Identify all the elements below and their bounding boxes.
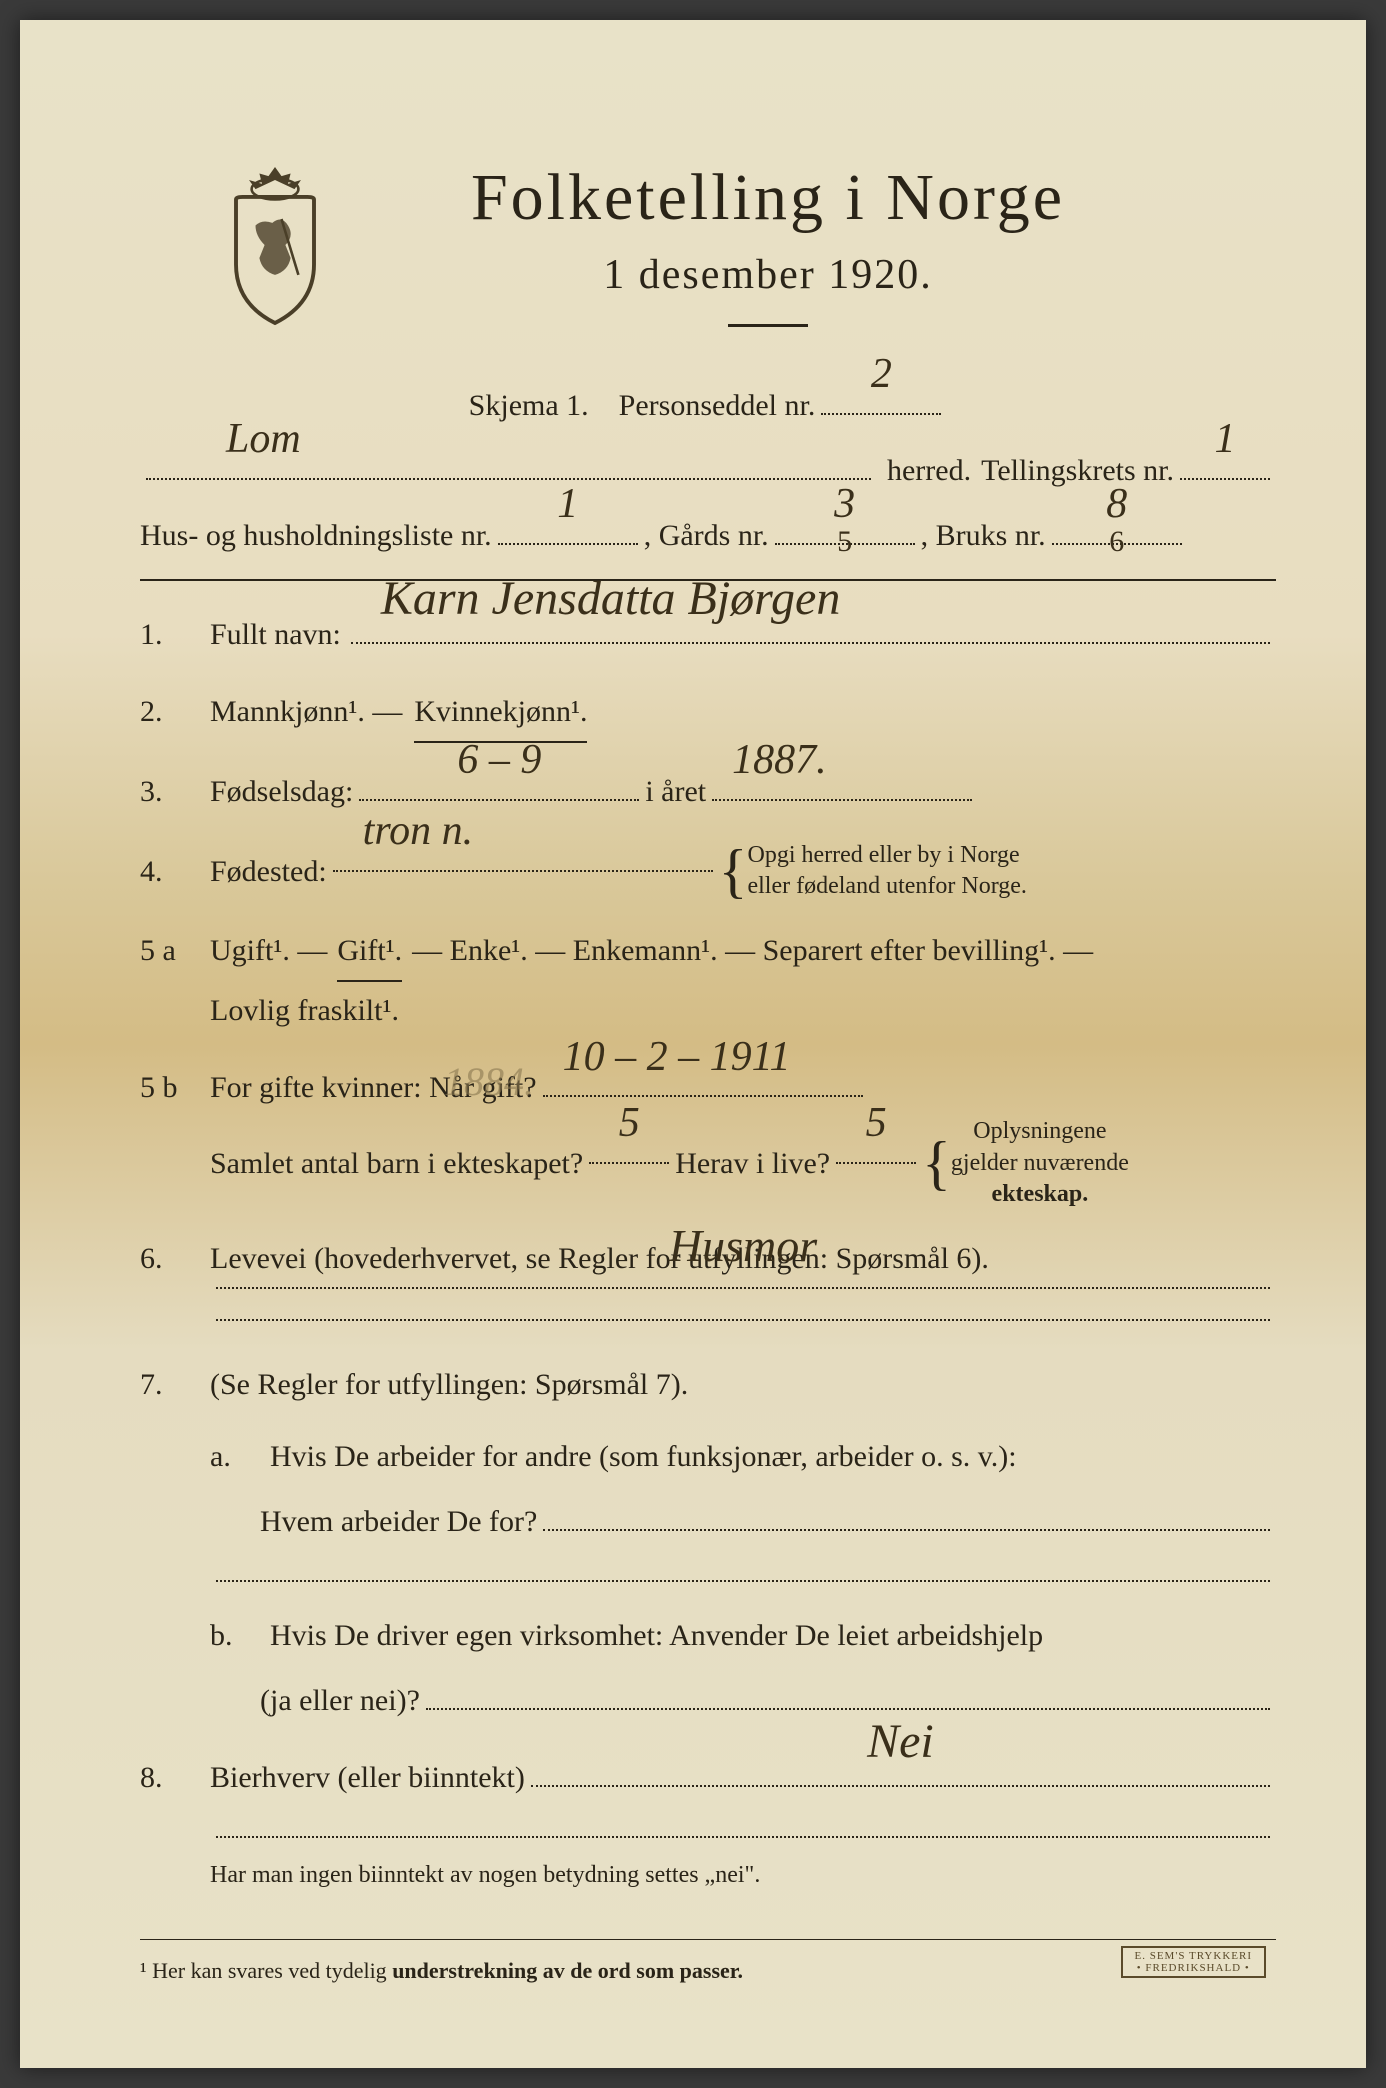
form-title: Folketelling i Norge	[260, 160, 1276, 236]
label-herred: herred.	[887, 442, 971, 499]
field-bierhverv-line2	[216, 1836, 1270, 1838]
title-divider	[728, 324, 808, 327]
printer-stamp: E. SEM'S TRYKKERI • FREDRIKSHALD •	[1121, 1946, 1267, 1978]
field-gards: 3 5	[775, 543, 915, 545]
field-tellingskrets: 1	[1180, 478, 1270, 480]
field-employer-line2	[216, 1580, 1270, 1582]
bracket-icon: {	[719, 847, 748, 895]
question-5b-line2: Samlet antal barn i ekteskapet? 5 Herav …	[140, 1116, 1276, 1210]
question-1: 1. Fullt navn: Karn Jensdatta Bjørgen	[140, 606, 1276, 663]
coat-of-arms-icon	[210, 160, 340, 330]
label-bruks: , Bruks nr.	[921, 507, 1046, 564]
field-hired-help	[426, 1708, 1270, 1710]
question-5b: 5 b For gifte kvinner: Når gift? 10 – 2 …	[140, 1059, 1276, 1116]
form-body: Skjema 1. Personseddel nr. 2 Lom herred.…	[140, 377, 1276, 1991]
question-7: 7. (Se Regler for utfyllingen: Spørsmål …	[140, 1356, 1276, 1413]
field-husliste: 1	[498, 543, 638, 545]
form-subtitle: 1 desember 1920.	[260, 251, 1276, 299]
question-7b-sub: (ja eller nei)?	[140, 1672, 1276, 1729]
label-tellingskrets: Tellingskrets nr.	[981, 442, 1174, 499]
census-form-page: Folketelling i Norge 1 desember 1920. Sk…	[20, 20, 1366, 2068]
selected-gift: Gift¹.	[337, 922, 402, 982]
question-2: 2. Mannkjønn¹. — Kvinnekjønn¹.	[140, 683, 1276, 743]
question-5a: 5 a Ugift¹. — Gift¹. — Enke¹. — Enkemann…	[140, 922, 1276, 982]
bracket-icon: {	[922, 1139, 951, 1187]
faint-annotation: 1884.	[444, 1044, 972, 1118]
field-birthplace: tron n.	[333, 870, 713, 872]
label-skjema: Skjema 1.	[469, 377, 589, 434]
question-4: 4. Fødested: tron n. { Opgi herred eller…	[140, 840, 1276, 902]
field-occupation-line2	[216, 1319, 1270, 1321]
field-occupation: Husmor	[216, 1287, 1270, 1289]
field-bierhverv: Nei	[531, 1785, 1270, 1787]
footnote: ¹ Her kan svares ved tydelig understrekn…	[140, 1939, 1276, 1992]
field-barn-live: 5	[836, 1162, 916, 1164]
field-birthyear: 1887.	[712, 799, 972, 801]
q4-note: Opgi herred eller by i Norge eller fødel…	[747, 840, 1026, 902]
row-skjema: Skjema 1. Personseddel nr. 2	[140, 377, 1276, 434]
field-employer	[543, 1529, 1270, 1531]
question-3: 3. Fødselsdag: 6 – 9 i året 1887.	[140, 763, 1276, 820]
question-7a-sub: Hvem arbeider De for?	[140, 1493, 1276, 1550]
field-personseddel-nr: 2	[821, 413, 941, 415]
label-personseddel: Personseddel nr.	[619, 377, 816, 434]
question-8: 8. Bierhverv (eller biinntekt) Nei	[140, 1749, 1276, 1806]
field-fullname: Karn Jensdatta Bjørgen	[351, 642, 1270, 644]
field-herred: Lom	[146, 478, 871, 480]
field-bruks: 8 6	[1052, 543, 1182, 545]
question-7b: b. Hvis De driver egen virksomhet: Anven…	[140, 1607, 1276, 1664]
field-barn-total: 5	[589, 1162, 669, 1164]
q5b-note: Oplysningene gjelder nuværende ekteskap.	[951, 1116, 1129, 1210]
question-6-value: Husmor	[140, 1287, 1276, 1289]
q8-note: Har man ingen biinntekt av nogen betydni…	[140, 1853, 1276, 1899]
question-7a: a. Hvis De arbeider for andre (som funks…	[140, 1428, 1276, 1485]
